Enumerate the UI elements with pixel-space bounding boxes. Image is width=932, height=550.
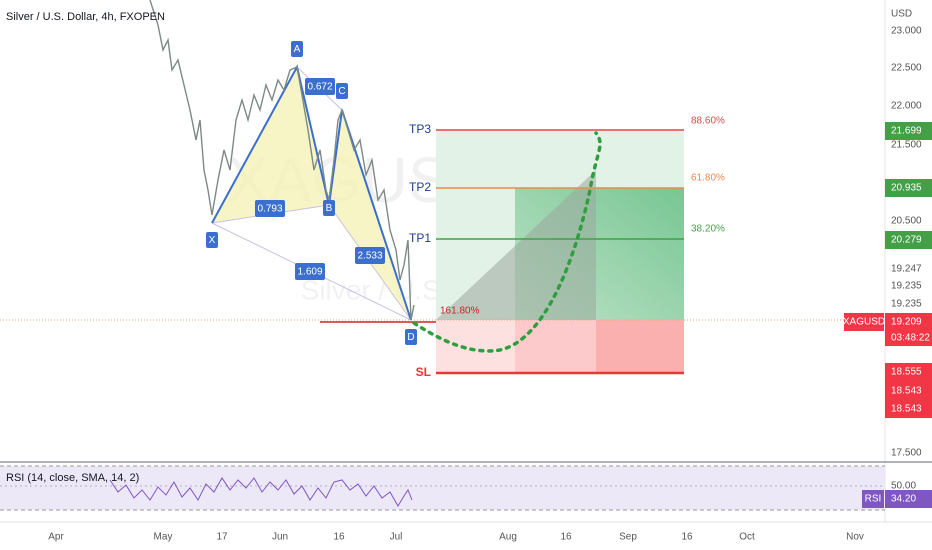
price-tag-text: 21.699: [891, 126, 922, 137]
price-label: 22.000: [891, 101, 922, 112]
price-label: 17.500: [891, 448, 922, 459]
stop-zone-fill: [596, 320, 684, 373]
price-label: 19.235: [891, 281, 922, 292]
chart-title: Silver / U.S. Dollar, 4h, FXOPEN: [6, 11, 165, 23]
ratio-badge: [305, 78, 335, 95]
bar-countdown: 03:48:22: [891, 333, 930, 344]
projection-path: [412, 131, 602, 353]
point-badge: [405, 329, 417, 345]
time-label: May: [154, 532, 173, 543]
price-tag-text: 20.279: [891, 235, 922, 246]
time-label: Jul: [390, 532, 403, 543]
time-label: 16: [560, 532, 572, 543]
tp3-pct: 88.60%: [691, 116, 725, 127]
tp2-label: TP2: [409, 180, 431, 194]
ratio-badge: [255, 200, 285, 217]
ratio-label: 2.533: [357, 251, 382, 262]
target-gradient: [436, 170, 596, 320]
entry-pct: 161.80%: [440, 306, 480, 317]
pattern-triangle: [212, 67, 329, 223]
rsi-tag-name: RSI: [865, 494, 882, 505]
time-label: Oct: [739, 532, 755, 543]
price-label: 20.500: [891, 216, 922, 227]
tp2-pct: 61.80%: [691, 173, 725, 184]
point-badge: [336, 83, 348, 99]
price-tag-text: 18.543: [891, 386, 922, 397]
point-label: D: [407, 332, 414, 343]
point-label: B: [326, 203, 333, 214]
time-label: Aug: [499, 532, 517, 543]
price-label: 19.235: [891, 299, 922, 310]
price-tag-text: 20.935: [891, 183, 922, 194]
time-label: Sep: [619, 532, 637, 543]
rsi-tag-value: 34.20: [891, 494, 916, 505]
price-tag: [885, 231, 932, 249]
tp1-label: TP1: [409, 231, 431, 245]
pattern-triangle: [329, 110, 411, 320]
price-tag: [885, 363, 932, 418]
axis-currency: USD: [891, 9, 912, 20]
time-label: Jun: [272, 532, 288, 543]
price-label: 19.247: [891, 264, 922, 275]
ratio-badge: [295, 263, 325, 280]
symbol-tag-text: XAGUSD: [843, 317, 885, 328]
point-label: A: [294, 44, 301, 55]
price-label: 22.500: [891, 63, 922, 74]
symbol-tag: [844, 313, 884, 331]
time-label: 16: [333, 532, 345, 543]
rsi-level: 50.00: [891, 481, 916, 492]
tp1-pct: 38.20%: [691, 224, 725, 235]
time-label: Nov: [846, 532, 864, 543]
rsi-tag: [885, 490, 932, 508]
price-label: 23.000: [891, 26, 922, 37]
price-label: 21.500: [891, 140, 922, 151]
price-tag: [885, 179, 932, 197]
time-label: 16: [681, 532, 693, 543]
rsi-label: RSI (14, close, SMA, 14, 2): [6, 472, 139, 484]
price-tag-text: 18.543: [891, 404, 922, 415]
point-label: X: [209, 235, 216, 246]
rsi-tag: [862, 490, 884, 508]
ratio-label: 0.793: [257, 204, 282, 215]
rsi-band: [0, 466, 885, 510]
time-label: Apr: [48, 532, 64, 543]
price-tag-text: 18.555: [891, 367, 922, 378]
point-label: C: [338, 86, 345, 97]
tp3-label: TP3: [409, 122, 431, 136]
point-badge: [323, 200, 335, 216]
price-series: [149, 0, 415, 321]
time-label: 17: [216, 532, 228, 543]
ratio-label: 0.672: [307, 82, 332, 93]
last-price: 19.209: [891, 317, 922, 328]
rsi-line: [109, 477, 413, 507]
point-badge: [291, 41, 303, 57]
point-badge: [206, 232, 218, 248]
ratio-label: 1.609: [297, 267, 322, 278]
sl-label: SL: [416, 365, 431, 379]
last-price-tag: [885, 313, 932, 346]
ratio-badge: [355, 247, 385, 264]
price-tag: [885, 122, 932, 140]
